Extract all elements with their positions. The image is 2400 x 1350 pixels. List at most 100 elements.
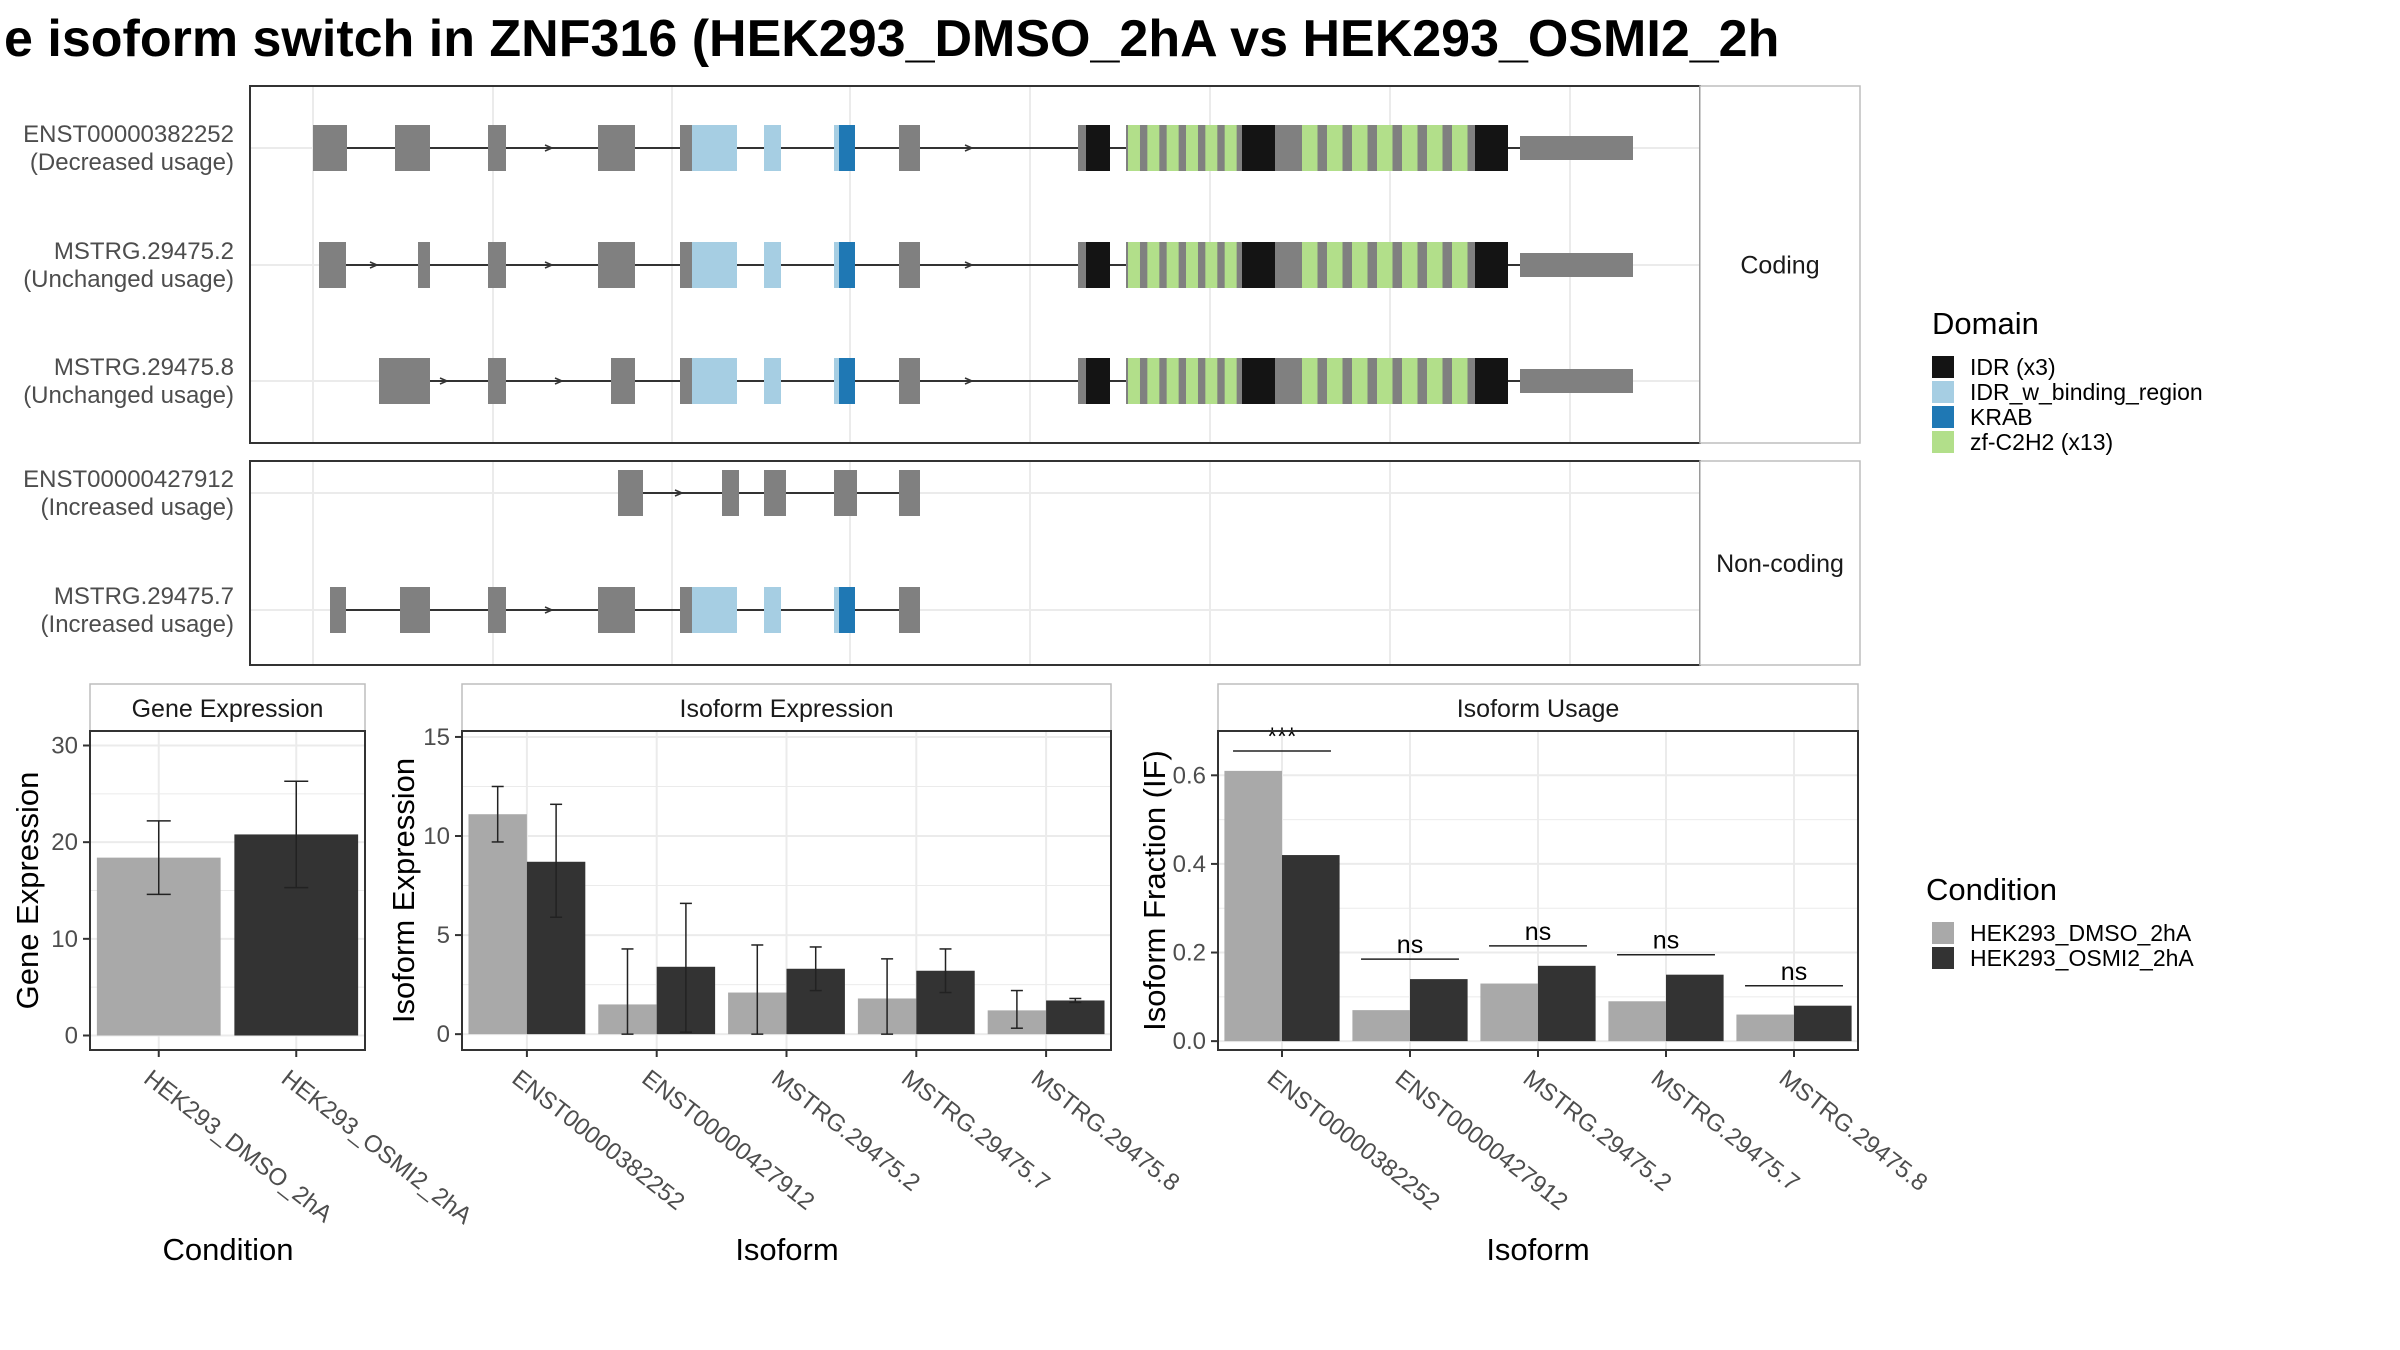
domain-zf-c2h2 [1352,242,1368,288]
y-tick-label: 0.0 [1173,1028,1206,1055]
exon [1275,358,1300,404]
domain-idr-binding [692,125,737,171]
exon [899,358,920,404]
exon [1078,242,1086,288]
transcript-track [313,125,1633,171]
utr [1520,369,1633,393]
domain-zf-c2h2 [1427,358,1443,404]
transcript-structure-panel: Coding ENST00000382252(Decreased usage) MS… [23,85,1861,666]
domain-idr-binding [834,242,839,288]
domain-idr-binding [764,587,781,633]
y-tick-label: 10 [51,926,78,953]
domain-zf-c2h2 [1128,242,1140,288]
facet-label: Non-coding [1716,550,1844,578]
exon [598,242,635,288]
domain-idr-binding [692,587,737,633]
transcript-usage-label: (Unchanged usage) [23,382,234,409]
y-axis-title: Isoform Expression [386,758,421,1023]
domain-zf-c2h2 [1427,242,1443,288]
exon-zf-backbone [1126,358,1242,404]
bar [1538,965,1596,1042]
condition-legend-key-1 [1932,947,1954,969]
domain-zf-c2h2 [1302,358,1318,404]
y-tick-label: 0.6 [1173,762,1206,789]
domain-zf-c2h2 [1377,358,1393,404]
domain-idr-binding [834,125,839,171]
transcript-name-label: MSTRG.29475.7 [54,583,234,610]
domain-idr [1086,125,1110,171]
exon [899,587,920,633]
legend-label: zf-C2H2 (x13) [1970,429,2113,455]
exon-zf-backbone [1126,125,1242,171]
exon [379,358,430,404]
domain-legend-title: Domain [1932,306,2039,341]
panel-strip [89,683,366,732]
exon [488,125,506,171]
exon [488,242,506,288]
x-axis-title: Condition [163,1232,294,1267]
structure-facet-1: Non-coding [249,460,1861,666]
domain-zf-c2h2 [1327,125,1343,171]
transcript-usage-label: (Increased usage) [41,494,234,521]
transcript-name-label: ENST00000382252 [23,121,234,148]
exon [722,470,739,516]
significance-label: ns [1781,958,1807,986]
structure-facet-0: Coding [249,85,1861,444]
transcript-name-label: MSTRG.29475.2 [54,238,234,265]
exon [680,242,692,288]
domain-zf-c2h2 [1205,358,1218,404]
bar-panel-1: Isoform Expression051015ENST00000382252E… [386,683,1185,1267]
domain-zf-c2h2 [1402,358,1418,404]
bar [1352,1010,1410,1042]
transcript-track [379,358,1633,404]
domain-zf-c2h2 [1147,242,1160,288]
condition-legend-key-0 [1932,922,1954,944]
domain-zf-c2h2 [1186,125,1198,171]
domain-idr [1242,125,1275,171]
y-tick-label: 0 [65,1023,78,1050]
strand-arrow [554,377,564,385]
transcript-track [618,470,920,516]
facet-strip [1699,85,1861,444]
strand-arrow [369,261,379,269]
bar [1666,974,1724,1042]
legend-key-0 [1932,356,1954,378]
exon [488,587,506,633]
bar [1410,979,1468,1042]
exon [1275,242,1300,288]
legend-key-2 [1932,406,1954,428]
panel-title: Isoform Expression [680,695,894,723]
domain-krab [839,587,855,633]
bar [468,814,527,1035]
domain-zf-c2h2 [1166,125,1179,171]
utr [1520,253,1633,277]
panel-title: Gene Expression [132,695,324,723]
exon [400,587,430,633]
domain-zf-c2h2 [1402,125,1418,171]
domain-idr-binding [692,358,737,404]
exon [313,125,347,171]
domain-zf-c2h2 [1128,358,1140,404]
transcript-track [330,587,920,633]
bar [1480,983,1538,1042]
y-tick-label: 30 [51,733,78,760]
domain-zf-c2h2 [1186,358,1198,404]
strand-arrow [544,144,554,152]
condition-legend-label: HEK293_DMSO_2hA [1970,920,2192,946]
domain-idr [1086,242,1110,288]
bar [1608,1001,1666,1042]
panel-title: Isoform Usage [1457,695,1620,723]
domain-idr-binding [834,587,839,633]
panel-strip [1217,683,1859,732]
legend-label: IDR_w_binding_region [1970,379,2203,405]
strand-arrow [964,144,974,152]
domain-zf-c2h2 [1327,358,1343,404]
x-axis-title: Isoform [1486,1232,1589,1267]
domain-zf-c2h2 [1452,125,1468,171]
bar [1736,1014,1794,1042]
exon [611,358,635,404]
domain-krab [839,242,855,288]
domain-zf-c2h2 [1352,358,1368,404]
y-tick-label: 0.2 [1173,940,1206,967]
strand-arrow [439,377,449,385]
